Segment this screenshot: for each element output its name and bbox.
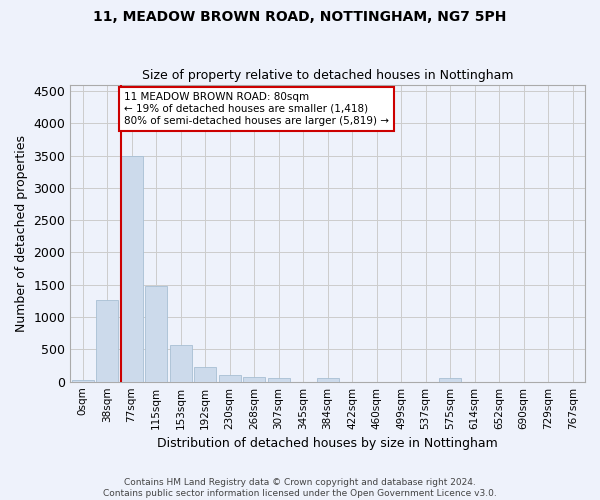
Bar — [218, 374, 241, 382]
Bar — [145, 286, 167, 382]
Text: 11, MEADOW BROWN ROAD, NOTTINGHAM, NG7 5PH: 11, MEADOW BROWN ROAD, NOTTINGHAM, NG7 5… — [94, 10, 506, 24]
Bar — [71, 380, 94, 382]
Bar — [268, 378, 290, 382]
Bar — [317, 378, 338, 382]
Text: 11 MEADOW BROWN ROAD: 80sqm
← 19% of detached houses are smaller (1,418)
80% of : 11 MEADOW BROWN ROAD: 80sqm ← 19% of det… — [124, 92, 389, 126]
Bar — [170, 345, 191, 382]
Bar — [194, 366, 216, 382]
X-axis label: Distribution of detached houses by size in Nottingham: Distribution of detached houses by size … — [157, 437, 498, 450]
Bar — [96, 300, 118, 382]
Text: Contains HM Land Registry data © Crown copyright and database right 2024.
Contai: Contains HM Land Registry data © Crown c… — [103, 478, 497, 498]
Bar — [243, 377, 265, 382]
Title: Size of property relative to detached houses in Nottingham: Size of property relative to detached ho… — [142, 69, 514, 82]
Y-axis label: Number of detached properties: Number of detached properties — [15, 134, 28, 332]
Bar — [121, 156, 143, 382]
Bar — [439, 378, 461, 382]
